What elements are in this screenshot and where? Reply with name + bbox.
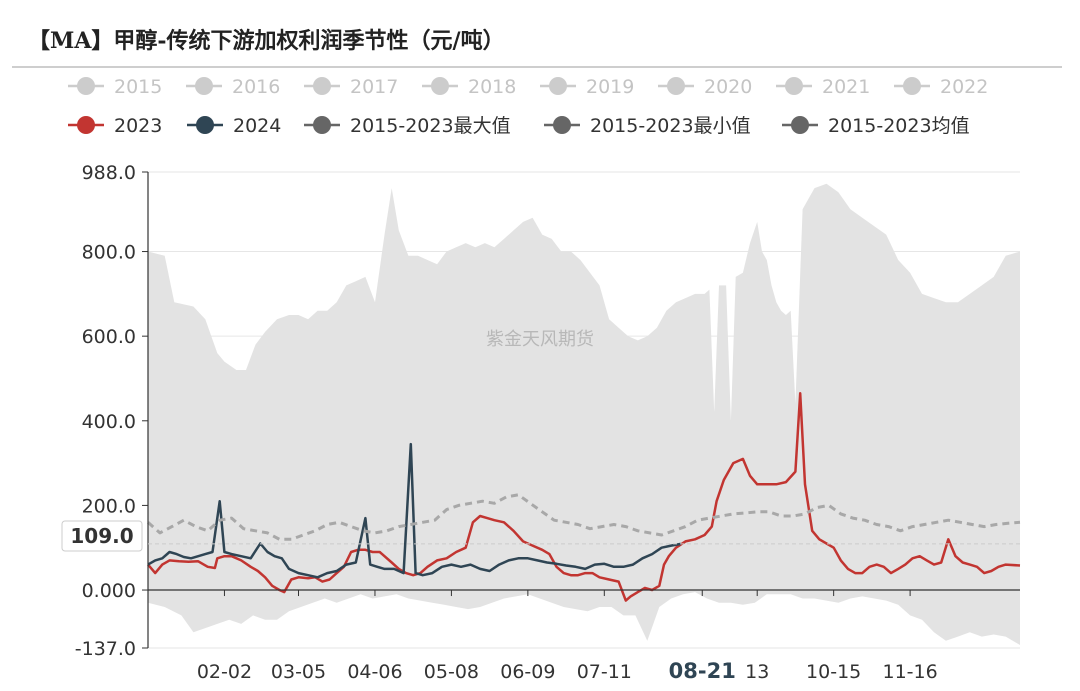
- x-tick-label-2: 04-06: [347, 661, 402, 683]
- legend-marker-2023: [77, 116, 95, 134]
- series-line-2015-2023均值: [147, 493, 1021, 541]
- x-tick-label-7: 13: [745, 661, 769, 683]
- legend-label-2021: 2021: [822, 76, 870, 98]
- series-line-2024: [147, 442, 682, 579]
- min-max-band: [148, 183, 1020, 646]
- legend-label-2016: 2016: [232, 76, 280, 98]
- legend-marker-2020: [667, 77, 685, 95]
- y-tick-label-6: -137.0: [75, 638, 136, 660]
- legend-label-2019: 2019: [586, 76, 634, 98]
- y-pointer-value: 109.0: [70, 524, 133, 548]
- y-tick-label-4: 200.0: [82, 495, 136, 517]
- y-tick-label-1: 800.0: [82, 242, 136, 264]
- series-line-2023: [147, 392, 1021, 602]
- axes: 988.0 800.0 600.0 400.0 200.0 0.000 -137.0 02-0…: [75, 162, 1020, 683]
- x-tick-label-3: 05-08: [424, 661, 479, 683]
- x-tick-label-8: 10-15: [806, 661, 861, 683]
- legend-marker-2024: [196, 116, 214, 134]
- legend-marker-2017: [313, 77, 331, 95]
- legend-label-2018: 2018: [468, 76, 516, 98]
- y-tick-label-2: 600.0: [82, 326, 136, 348]
- series-lines: [147, 392, 1021, 602]
- y-tick-label-5: 0.000: [82, 580, 136, 602]
- x-tick-label-1: 03-05: [271, 661, 326, 683]
- legend-label-2015-2023均值: 2015-2023均值: [828, 115, 970, 137]
- legend-label-2024: 2024: [233, 115, 281, 137]
- x-tick-label-6: 08-21: [669, 659, 736, 683]
- legend-label-2015-2023最小值: 2015-2023最小值: [590, 115, 751, 137]
- legend-label-2020: 2020: [704, 76, 752, 98]
- legend-marker-2022: [903, 77, 921, 95]
- legend-marker-2015-2023最大值: [313, 116, 331, 134]
- legend-marker-2016: [195, 77, 213, 95]
- legend-label-2023: 2023: [114, 115, 162, 137]
- legend-label-2015: 2015: [114, 76, 162, 98]
- x-tick-label-4: 06-09: [500, 661, 555, 683]
- legend-marker-2019: [549, 77, 567, 95]
- x-tick-label-9: 11-16: [882, 661, 937, 683]
- y-tick-label-0: 988.0: [82, 162, 136, 184]
- chart-title: 【MA】甲醇-传统下游加权利润季节性（元/吨）: [28, 28, 505, 54]
- legend-row-series: 2023 2024 2015-2023最大值 2015-2023最小值 2015-202…: [68, 115, 970, 137]
- legend-marker-2015: [77, 77, 95, 95]
- y-pointer-box: [61, 520, 143, 552]
- y-pointer-badge: 109.0: [61, 520, 143, 552]
- y-tick-label-3: 400.0: [82, 411, 136, 433]
- legend-marker-2015-2023均值: [791, 116, 809, 134]
- legend-marker-2021: [785, 77, 803, 95]
- x-tick-label-5: 07-11: [577, 661, 632, 683]
- x-tick-label-0: 02-02: [197, 661, 252, 683]
- legend-label-2022: 2022: [940, 76, 988, 98]
- watermark: 紫金天风期货: [486, 329, 594, 350]
- legend-label-2015-2023最大值: 2015-2023最大值: [350, 115, 511, 137]
- legend-label-2017: 2017: [350, 76, 398, 98]
- band-area: [148, 183, 1020, 646]
- legend-marker-2015-2023最小值: [553, 116, 571, 134]
- legend-row-years: 2015 2016 2017 2018 2019 2020 2021 2022: [68, 76, 988, 98]
- legend-marker-2018: [431, 77, 449, 95]
